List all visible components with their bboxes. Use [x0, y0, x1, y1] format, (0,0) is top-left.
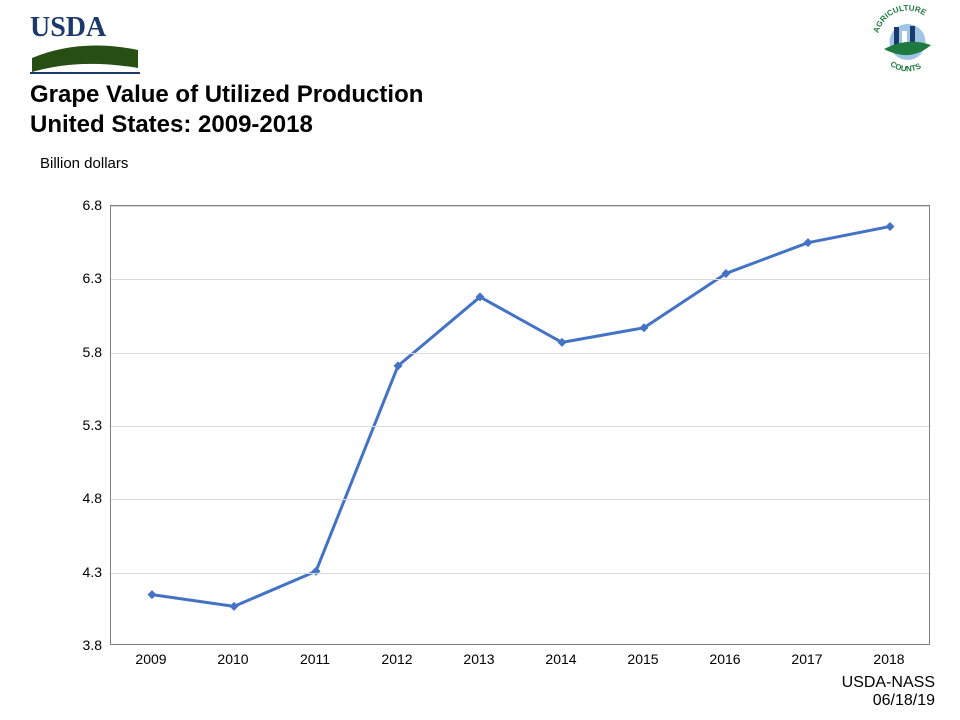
footer-attribution: USDA-NASS 06/18/19: [842, 674, 935, 710]
x-tick-label: 2018: [873, 651, 904, 667]
y-tick-label: 4.3: [70, 564, 102, 580]
plot-area: [110, 205, 930, 645]
x-tick-label: 2013: [463, 651, 494, 667]
footer-org: USDA-NASS: [842, 674, 935, 692]
gridline: [111, 426, 929, 427]
x-tick-label: 2010: [217, 651, 248, 667]
gridline: [111, 353, 929, 354]
y-tick-label: 6.8: [70, 197, 102, 213]
x-tick-label: 2014: [545, 651, 576, 667]
y-tick-label: 3.8: [70, 637, 102, 653]
y-tick-label: 6.3: [70, 270, 102, 286]
y-tick-label: 5.3: [70, 417, 102, 433]
line-chart: 3.8 4.3 4.8 5.3 5.8 6.3 6.8 2009 2010 2011 2012 201…: [0, 0, 960, 720]
x-tick-label: 2012: [381, 651, 412, 667]
gridline: [111, 206, 929, 207]
y-tick-label: 5.8: [70, 344, 102, 360]
x-tick-label: 2017: [791, 651, 822, 667]
y-tick-label: 4.8: [70, 490, 102, 506]
x-tick-label: 2015: [627, 651, 658, 667]
gridline: [111, 499, 929, 500]
footer-date: 06/18/19: [842, 692, 935, 710]
x-tick-label: 2011: [300, 651, 330, 667]
x-tick-label: 2009: [135, 651, 166, 667]
gridline: [111, 279, 929, 280]
x-tick-label: 2016: [709, 651, 740, 667]
gridline: [111, 573, 929, 574]
